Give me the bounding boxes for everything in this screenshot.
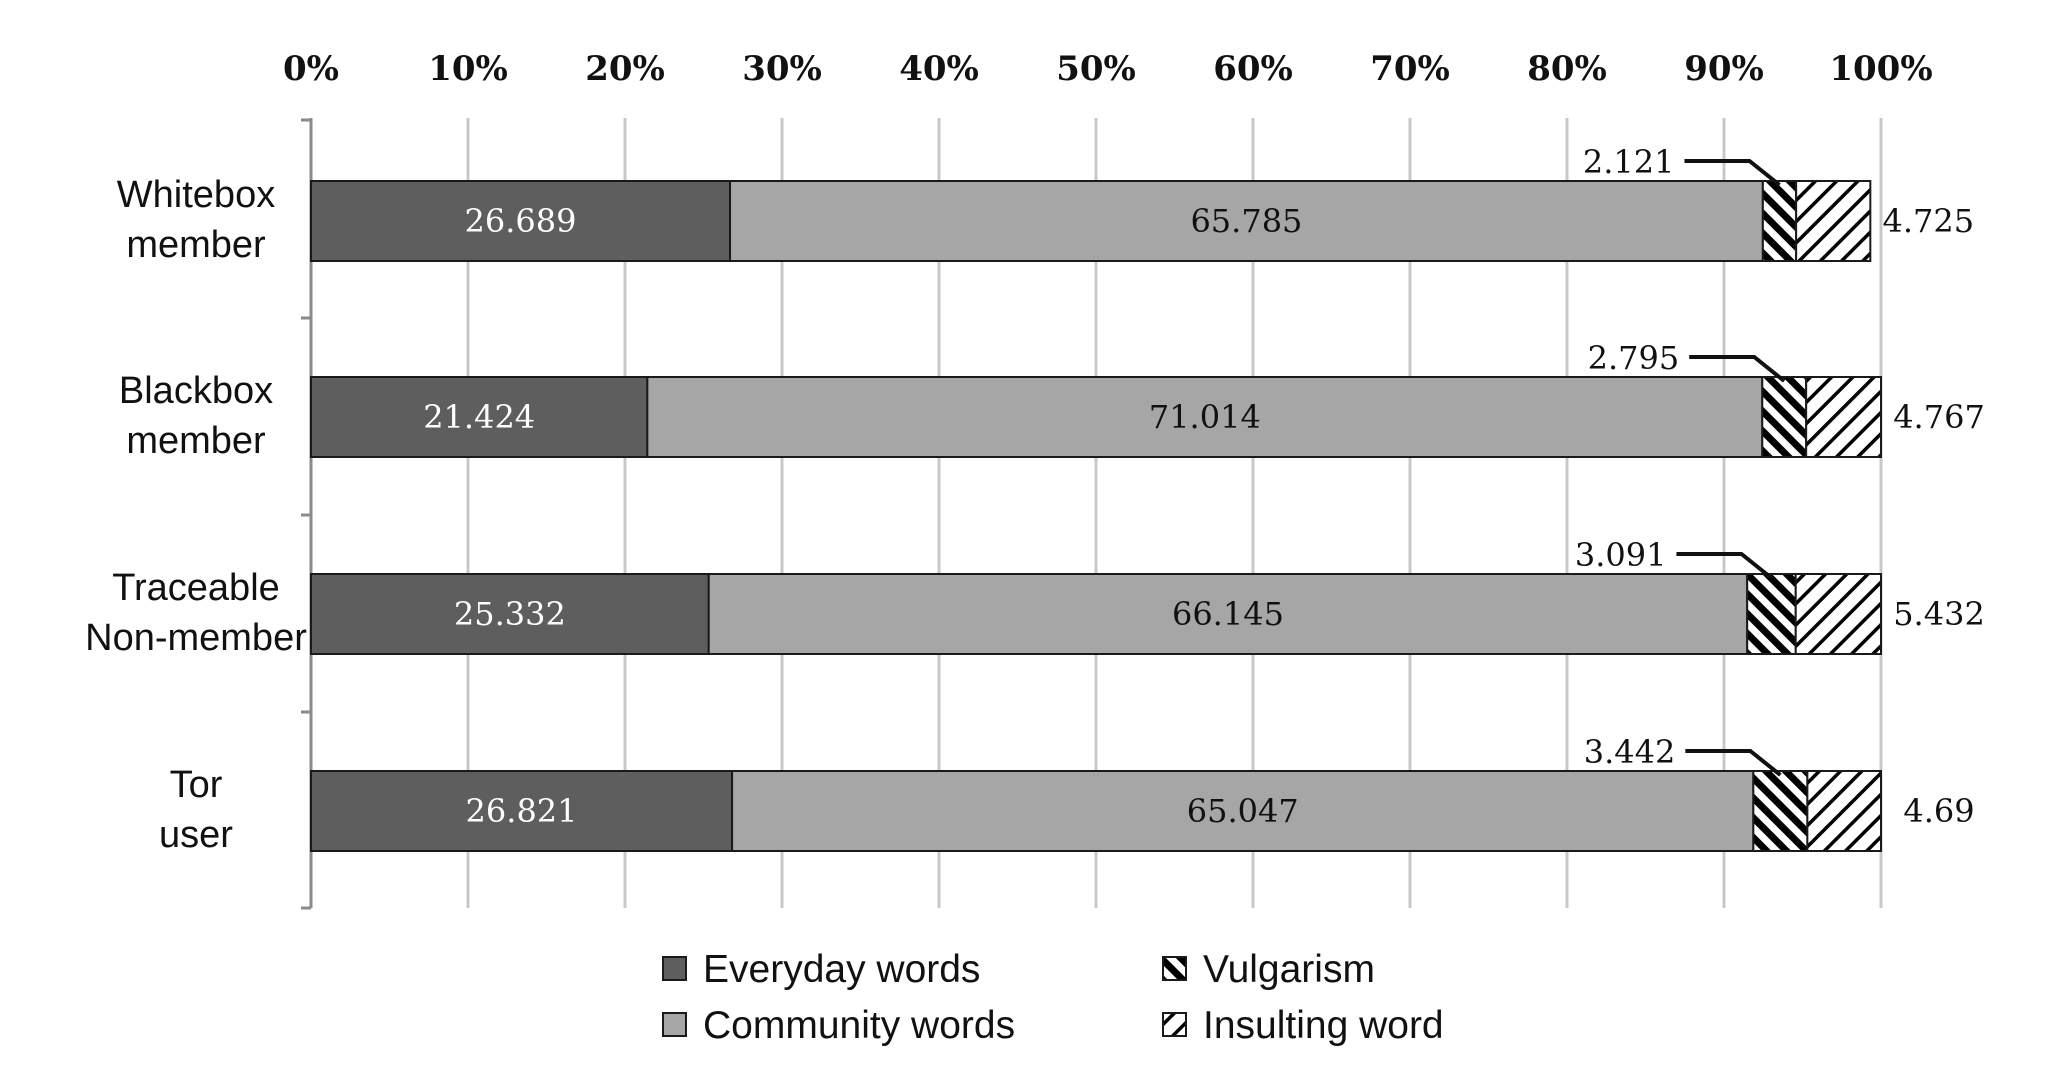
x-tick-label: 90% xyxy=(1684,49,1764,89)
legend-swatch xyxy=(662,956,687,981)
x-tick-label: 20% xyxy=(585,49,665,89)
category-label: Traceable Non-member xyxy=(85,567,307,659)
data-label: 2.795 xyxy=(1588,339,1680,377)
category-label-line: Non-member xyxy=(85,617,307,659)
category-label-line: Traceable xyxy=(112,567,280,609)
category-label: Whitebox member xyxy=(117,174,275,266)
legend-swatch xyxy=(662,1012,687,1037)
bar-segment-vulgarism xyxy=(1761,376,1808,458)
legend-swatch xyxy=(1162,1012,1187,1037)
axes xyxy=(301,118,313,910)
data-label: 21.424 xyxy=(423,398,535,436)
data-label: 65.785 xyxy=(1190,202,1302,240)
data-label: 71.014 xyxy=(1149,398,1261,436)
data-label: 26.689 xyxy=(465,202,577,240)
data-label: 66.145 xyxy=(1172,595,1284,633)
bar-segment-community-words xyxy=(729,180,1764,262)
data-label: 4.725 xyxy=(1883,202,1975,240)
bar-segment-community-words xyxy=(646,376,1764,458)
data-label: 4.767 xyxy=(1893,398,1985,436)
legend-label: Vulgarism xyxy=(1203,948,1375,991)
x-tick-label: 0% xyxy=(283,49,339,89)
x-tick-label: 60% xyxy=(1213,49,1293,89)
category-label-line: user xyxy=(159,814,233,856)
bar-segment-insulting-word xyxy=(1794,573,1883,655)
bar-segment-everyday-words xyxy=(310,573,710,655)
category-label: Tor user xyxy=(159,764,233,856)
bar-segment-insulting-word xyxy=(1806,770,1882,852)
category-labels: Whitebox member Blackbox member Traceable Non… xyxy=(85,174,307,856)
bars xyxy=(310,180,1883,852)
x-tick-label: 10% xyxy=(428,49,508,89)
value-labels: 26.689 65.785 2.121 4.725 21.424 71.014 2.795 4… xyxy=(423,143,1985,830)
x-tick-label: 80% xyxy=(1527,49,1607,89)
category-label-line: member xyxy=(126,224,266,266)
legend-label: Community words xyxy=(703,1004,1015,1047)
category-label: Blackbox member xyxy=(119,370,273,462)
data-label-leader-line xyxy=(1689,355,1786,383)
legend: Everyday words Community words Vulgarism In… xyxy=(662,948,1444,1047)
data-label: 3.091 xyxy=(1575,536,1667,574)
bar-segment-insulting-word xyxy=(1795,180,1872,262)
bar-segment-vulgarism xyxy=(1761,180,1798,262)
category-label-line: member xyxy=(126,420,266,462)
category-label-line: Tor xyxy=(170,764,223,806)
data-label: 5.432 xyxy=(1893,595,1985,633)
x-tick-label: 50% xyxy=(1056,49,1136,89)
legend-label: Everyday words xyxy=(703,948,980,991)
bar-segment-community-words xyxy=(707,573,1749,655)
x-tick-label: 30% xyxy=(742,49,822,89)
bar-segment-vulgarism xyxy=(1746,573,1797,655)
data-label: 25.332 xyxy=(454,595,566,633)
bar-segment-insulting-word xyxy=(1805,376,1882,458)
x-tick-label: 100% xyxy=(1829,49,1932,89)
legend-swatch xyxy=(1162,956,1187,981)
category-label-line: Whitebox xyxy=(117,174,275,216)
x-tick-labels: 0% 10% 20% 30% 40% 50% 60% 70% 80% 90% 100% xyxy=(283,49,1933,89)
data-label: 2.121 xyxy=(1583,143,1675,181)
bar-segment-vulgarism xyxy=(1752,770,1809,852)
data-label: 26.821 xyxy=(466,792,578,830)
data-label: 3.442 xyxy=(1584,733,1676,771)
data-label: 4.69 xyxy=(1903,792,1974,830)
data-label-leader-line xyxy=(1684,159,1781,187)
data-label-leader-line xyxy=(1676,552,1773,580)
bar-segment-everyday-words xyxy=(310,180,732,262)
legend-label: Insulting word xyxy=(1203,1004,1444,1047)
category-label-line: Blackbox xyxy=(119,370,273,412)
x-tick-label: 70% xyxy=(1370,49,1450,89)
data-label-leader-line xyxy=(1685,749,1782,777)
data-label: 65.047 xyxy=(1187,792,1299,830)
x-tick-label: 40% xyxy=(899,49,979,89)
